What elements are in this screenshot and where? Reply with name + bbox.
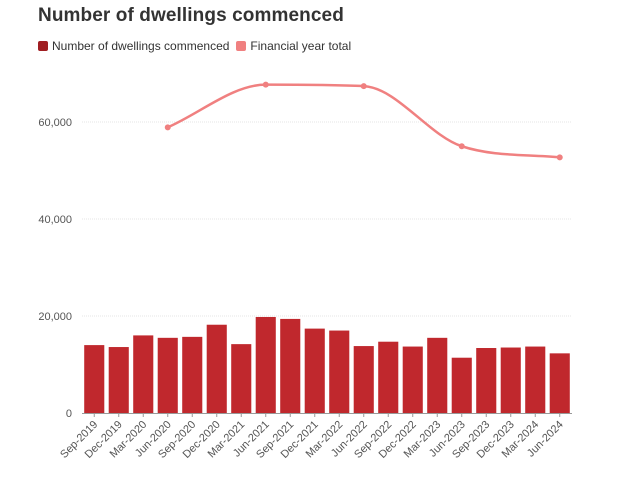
bar[interactable] xyxy=(133,335,154,413)
y-tick-label: 40,000 xyxy=(38,214,72,226)
bar[interactable] xyxy=(378,341,399,413)
legend-item-financial-year[interactable]: Financial year total xyxy=(236,39,351,53)
bar[interactable] xyxy=(206,324,227,413)
y-tick-label: 20,000 xyxy=(38,311,72,323)
legend-swatch-financial-year xyxy=(236,41,247,51)
bar-series xyxy=(84,316,570,413)
chart-title: Number of dwellings commenced xyxy=(38,5,344,26)
bar[interactable] xyxy=(108,347,129,413)
bar[interactable] xyxy=(182,336,203,413)
bar[interactable] xyxy=(402,346,423,413)
bar[interactable] xyxy=(84,345,105,413)
line-point[interactable] xyxy=(556,154,563,161)
x-axis: Sep-2019Dec-2019Mar-2020Jun-2020Sep-2020… xyxy=(58,413,572,461)
line-point[interactable] xyxy=(360,83,367,90)
y-tick-label: 60,000 xyxy=(38,117,72,129)
bar[interactable] xyxy=(476,348,497,413)
line-point[interactable] xyxy=(262,81,269,88)
y-tick-label: 0 xyxy=(66,408,72,420)
gridlines xyxy=(82,121,572,317)
line-point[interactable] xyxy=(164,124,171,131)
financial-year-line xyxy=(167,83,560,159)
bar[interactable] xyxy=(280,318,301,413)
line-series xyxy=(164,81,563,161)
legend-label-financial-year: Financial year total xyxy=(250,39,352,53)
legend-swatch-dwellings xyxy=(38,41,48,51)
line-point[interactable] xyxy=(458,143,465,150)
bar[interactable] xyxy=(500,347,521,413)
bar[interactable] xyxy=(549,353,570,413)
bar[interactable] xyxy=(231,344,252,413)
bar[interactable] xyxy=(329,330,350,413)
legend-label-dwellings: Number of dwellings commenced xyxy=(52,39,230,53)
bar[interactable] xyxy=(451,357,472,413)
bar[interactable] xyxy=(525,346,546,413)
bar[interactable] xyxy=(304,328,325,413)
bar[interactable] xyxy=(427,337,448,413)
chart-legend: Number of dwellings commenced Financial … xyxy=(38,39,358,53)
bar[interactable] xyxy=(255,316,276,413)
y-axis: 0 20,000 40,000 60,000 xyxy=(38,117,72,420)
bar[interactable] xyxy=(353,346,374,413)
legend-item-dwellings[interactable]: Number of dwellings commenced xyxy=(38,39,229,53)
bar[interactable] xyxy=(157,337,178,413)
